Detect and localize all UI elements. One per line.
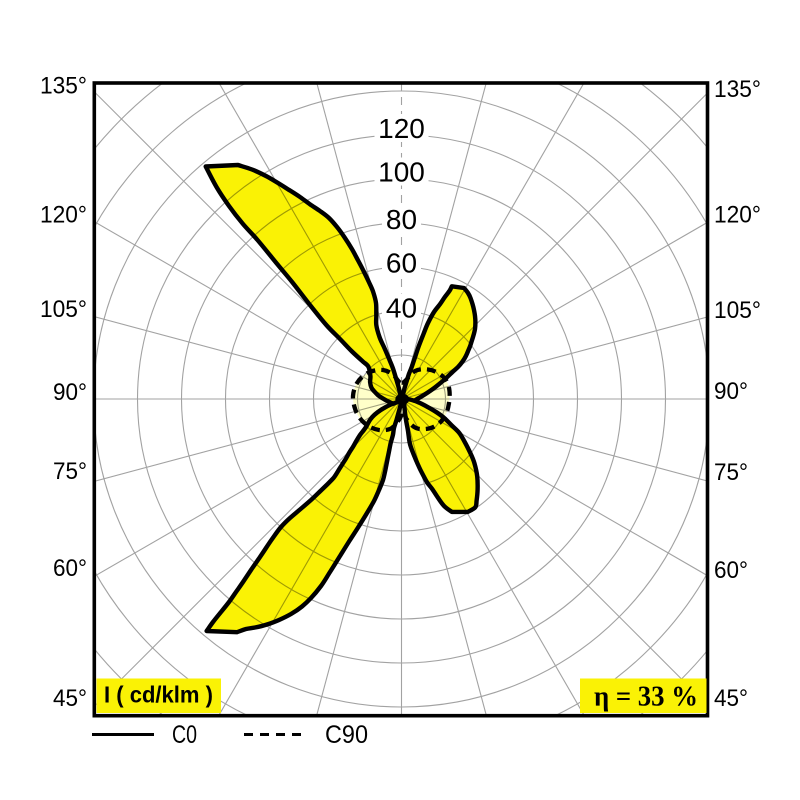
svg-text:60: 60 <box>386 248 417 279</box>
svg-text:C90: C90 <box>325 721 368 749</box>
svg-text:45°: 45° <box>714 685 748 712</box>
svg-text:75°: 75° <box>53 458 87 485</box>
svg-text:90°: 90° <box>53 379 87 406</box>
svg-text:120°: 120° <box>714 202 761 229</box>
svg-text:100: 100 <box>378 157 425 188</box>
svg-text:75°: 75° <box>714 459 748 486</box>
svg-text:135°: 135° <box>40 73 87 100</box>
svg-text:40: 40 <box>386 293 417 324</box>
svg-text:80: 80 <box>386 204 417 235</box>
svg-text:120: 120 <box>378 113 425 144</box>
svg-text:60°: 60° <box>53 555 87 582</box>
svg-text:120°: 120° <box>40 202 87 229</box>
svg-text:45°: 45° <box>53 685 87 712</box>
svg-text:C0: C0 <box>172 721 197 749</box>
svg-text:135°: 135° <box>714 76 761 103</box>
svg-text:105°: 105° <box>714 297 761 324</box>
svg-text:η = 33 %: η = 33 % <box>594 682 698 713</box>
svg-text:I ( cd/klm ): I ( cd/klm ) <box>104 682 213 708</box>
svg-text:60°: 60° <box>714 557 748 584</box>
svg-text:90°: 90° <box>714 378 748 405</box>
svg-text:105°: 105° <box>40 296 87 323</box>
